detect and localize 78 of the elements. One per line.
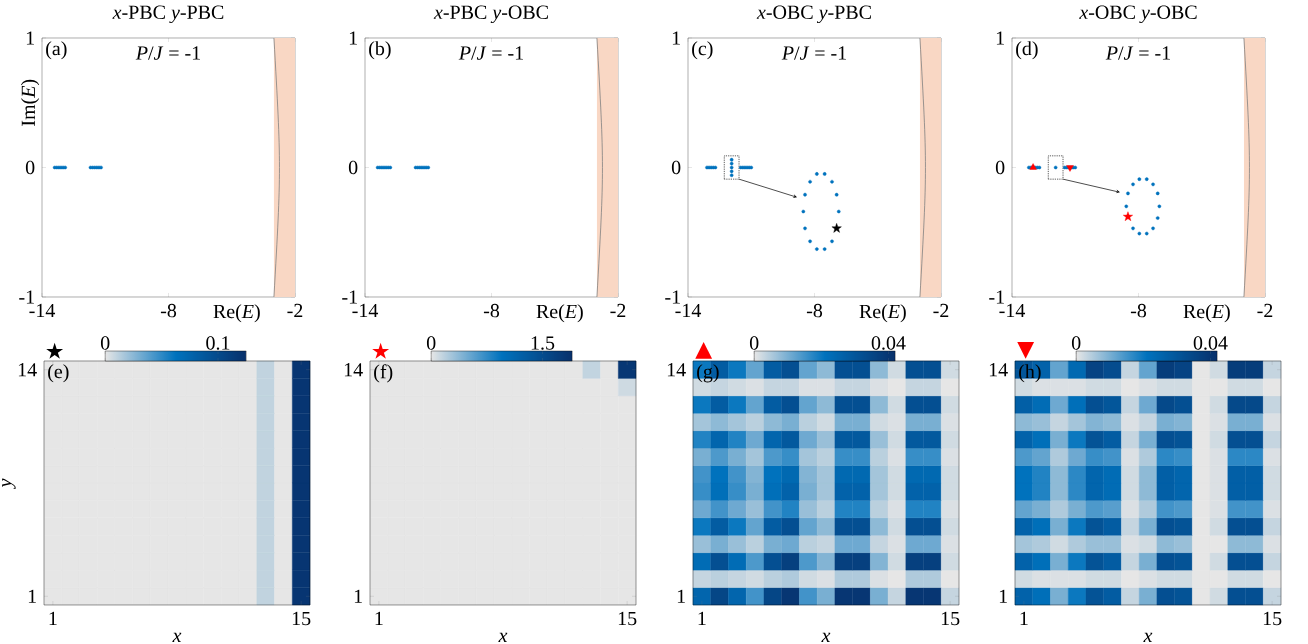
y-tick-label: -1 (665, 290, 680, 304)
annotation: (d) (1016, 41, 1038, 60)
x-tick-label: -14 (29, 303, 56, 318)
x-tick-label: 15 (941, 611, 960, 626)
x-tick-label: -8 (1130, 303, 1147, 318)
x-axis-title: Re(E) (1183, 304, 1230, 323)
x-tick-label: -8 (483, 303, 500, 318)
y-tick-label: 14 (989, 363, 1008, 377)
chart-title: x-OBC y-OBC (1079, 5, 1197, 24)
x-tick-label: -14 (675, 303, 702, 318)
y-tick-label: 1 (28, 589, 36, 603)
y-tick-label: 1 (996, 31, 1004, 45)
color-bar-label: 0 (426, 336, 436, 350)
x-tick-label: 1 (1020, 611, 1028, 626)
y-tick-label: 1 (672, 31, 680, 45)
x-tick-label: 1 (375, 611, 383, 626)
y-tick-label: 0 (25, 160, 35, 175)
annotation: (g) (697, 364, 719, 383)
x-tick-label: 1 (49, 611, 57, 626)
annotation: (a) (46, 41, 67, 60)
x-axis-title: Re(E) (536, 304, 583, 323)
color-bar-label: 0.04 (1193, 336, 1228, 350)
color-bar-label: 0.04 (871, 336, 906, 350)
y-tick-label: 1 (354, 589, 362, 603)
x-tick-label: -14 (352, 303, 379, 318)
y-tick-label: -1 (19, 290, 34, 304)
text: ▲ (695, 341, 713, 359)
annotation: (b) (369, 41, 391, 60)
y-tick-label: 0 (348, 160, 358, 175)
x-tick-label: -2 (1257, 303, 1273, 318)
y-tick-label: 0 (671, 160, 681, 175)
annotation: (f) (374, 364, 393, 383)
x-tick-label: 15 (618, 611, 637, 626)
x-tick-label: -2 (610, 303, 626, 318)
annotation: (e) (48, 364, 69, 383)
x-tick-label: -14 (999, 303, 1026, 318)
color-bar-label: 0 (100, 336, 110, 350)
y-tick-label: 14 (667, 363, 686, 377)
annotation: P/J = -1 (781, 46, 846, 60)
x-tick-label: -2 (287, 303, 303, 318)
x-tick-label: 15 (1263, 611, 1282, 626)
x-axis-title: x (498, 632, 508, 642)
y-tick-label: 1 (26, 31, 34, 45)
y-tick-label: 1 (349, 31, 357, 45)
y-tick-label: -1 (989, 290, 1004, 304)
x-tick-label: -2 (933, 303, 949, 318)
color-bar-label: 0 (1071, 336, 1081, 350)
x-axis-title: Re(E) (859, 304, 906, 323)
x-axis-title: x (821, 632, 831, 642)
annotation: (h) (1019, 364, 1041, 383)
annotation: P/J = -1 (135, 46, 200, 60)
text: ★ (46, 342, 64, 359)
y-tick-label: 14 (18, 363, 37, 377)
x-axis-title: Re(E) (213, 304, 260, 323)
chart-title: x-OBC y-PBC (756, 5, 871, 24)
y-axis-title: Im(E) (21, 79, 40, 126)
x-tick-label: 1 (698, 611, 706, 626)
color-bar-label: 1.5 (531, 336, 555, 350)
annotation: P/J = -1 (458, 46, 523, 60)
x-axis-title: x (172, 632, 182, 642)
color-bar-label: 0 (749, 336, 759, 350)
y-tick-label: 1 (999, 589, 1007, 603)
y-tick-label: 1 (677, 589, 685, 603)
text: ★ (372, 342, 390, 359)
chart-title: x-PBC y-PBC (112, 5, 224, 24)
x-tick-label: -8 (806, 303, 823, 318)
color-bar-label: 0.1 (206, 336, 230, 350)
annotation: P/J = -1 (1105, 46, 1170, 60)
y-tick-label: 0 (995, 160, 1005, 175)
chart-title: x-PBC y-OBC (433, 5, 548, 24)
y-tick-label: 14 (344, 363, 363, 377)
annotation: (c) (692, 41, 713, 60)
y-axis-title: y (2, 478, 16, 490)
y-tick-label: -1 (342, 290, 357, 304)
text: ▼ (1017, 341, 1035, 359)
x-axis-title: x (1143, 632, 1153, 642)
x-tick-label: 15 (292, 611, 311, 626)
x-tick-label: -8 (160, 303, 177, 318)
